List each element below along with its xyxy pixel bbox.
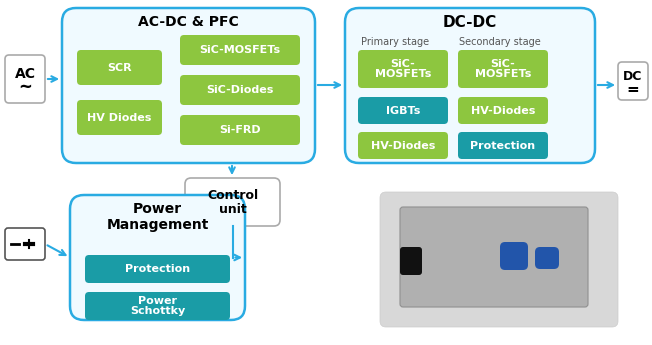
FancyBboxPatch shape — [380, 192, 618, 327]
FancyBboxPatch shape — [5, 228, 45, 260]
FancyBboxPatch shape — [345, 8, 595, 163]
Text: Power
Schottky: Power Schottky — [130, 296, 185, 316]
Text: SiC-
MOSFETs: SiC- MOSFETs — [475, 59, 531, 79]
FancyBboxPatch shape — [400, 247, 422, 275]
Text: HV Diodes: HV Diodes — [87, 112, 152, 122]
FancyBboxPatch shape — [77, 100, 162, 135]
FancyBboxPatch shape — [358, 97, 448, 124]
FancyBboxPatch shape — [180, 75, 300, 105]
FancyBboxPatch shape — [358, 132, 448, 159]
Text: AC-DC & PFC: AC-DC & PFC — [138, 15, 239, 29]
FancyBboxPatch shape — [77, 50, 162, 85]
FancyBboxPatch shape — [535, 247, 559, 269]
Text: DC: DC — [623, 69, 643, 82]
FancyBboxPatch shape — [5, 55, 45, 103]
Text: HV-Diodes: HV-Diodes — [471, 106, 535, 116]
Text: SiC-
MOSFETs: SiC- MOSFETs — [375, 59, 431, 79]
FancyBboxPatch shape — [85, 292, 230, 320]
Text: Power
Management: Power Management — [106, 203, 209, 231]
FancyBboxPatch shape — [458, 132, 548, 159]
FancyBboxPatch shape — [500, 242, 528, 270]
FancyBboxPatch shape — [400, 207, 588, 307]
Text: Secondary stage: Secondary stage — [459, 37, 541, 47]
Text: ~: ~ — [18, 78, 32, 96]
FancyBboxPatch shape — [458, 50, 548, 88]
FancyBboxPatch shape — [618, 62, 648, 100]
Text: SiC-Diodes: SiC-Diodes — [206, 85, 274, 95]
Text: SiC-MOSFETs: SiC-MOSFETs — [200, 45, 280, 55]
FancyBboxPatch shape — [358, 50, 448, 88]
FancyBboxPatch shape — [400, 207, 588, 307]
Text: SCR: SCR — [107, 62, 132, 72]
Text: Primary stage: Primary stage — [361, 37, 429, 47]
FancyBboxPatch shape — [180, 35, 300, 65]
Text: HV-Diodes: HV-Diodes — [371, 140, 435, 150]
Text: IGBTs: IGBTs — [386, 106, 420, 116]
FancyBboxPatch shape — [70, 195, 245, 320]
Text: DC-DC: DC-DC — [443, 14, 497, 30]
Text: AC: AC — [14, 67, 35, 81]
FancyBboxPatch shape — [185, 178, 280, 226]
FancyBboxPatch shape — [458, 97, 548, 124]
FancyBboxPatch shape — [180, 115, 300, 145]
Text: Protection: Protection — [471, 140, 535, 150]
Text: Protection: Protection — [125, 264, 190, 274]
Text: Si-FRD: Si-FRD — [219, 125, 261, 135]
Text: Control
unit: Control unit — [207, 188, 258, 216]
FancyBboxPatch shape — [62, 8, 315, 163]
FancyBboxPatch shape — [85, 255, 230, 283]
Text: =: = — [627, 81, 640, 97]
